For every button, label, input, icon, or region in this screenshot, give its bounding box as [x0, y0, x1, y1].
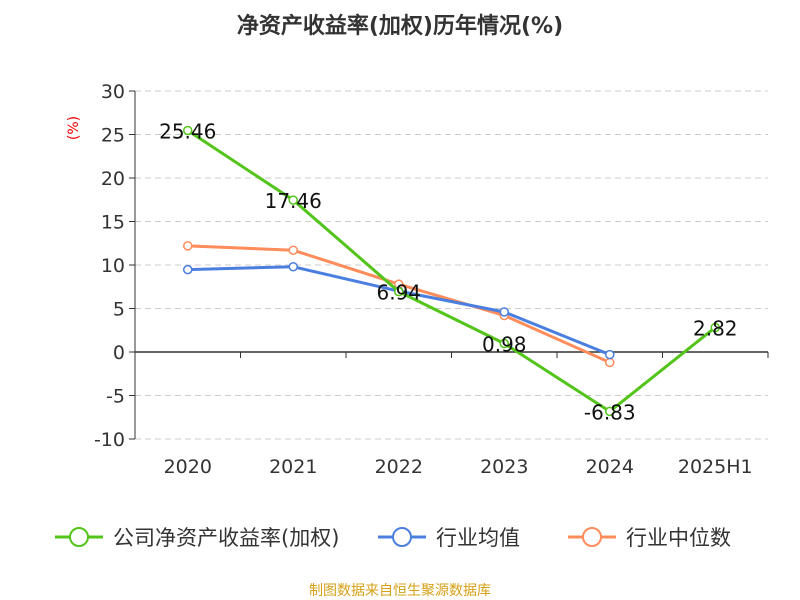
- y-tick-label: 25: [101, 125, 125, 147]
- data-label: 25.46: [159, 119, 216, 143]
- x-tick-label: 2021: [269, 456, 317, 478]
- data-point: [183, 264, 193, 275]
- data-point: [183, 125, 193, 136]
- chart-title: 净资产收益率(加权)历年情况(%): [237, 13, 563, 39]
- x-tick-label: 2023: [480, 456, 528, 478]
- data-point: [288, 261, 298, 272]
- legend-marker-icon: [69, 527, 89, 547]
- data-label: 6.94: [376, 281, 421, 305]
- legend-item[interactable]: 行业均值: [378, 526, 520, 550]
- data-point: [288, 245, 298, 255]
- data-label: -6.83: [584, 400, 636, 424]
- y-tick-label: 10: [101, 255, 125, 277]
- legend-marker-icon: [582, 527, 602, 547]
- legend-item[interactable]: 公司净资产收益率(加权): [55, 526, 339, 550]
- data-point: [605, 349, 615, 360]
- x-tick-label: 2020: [164, 456, 212, 478]
- data-label: 17.46: [265, 189, 322, 213]
- legend-label: 行业均值: [436, 526, 520, 550]
- legend-label: 行业中位数: [626, 526, 731, 550]
- x-tick-label: 2025H1: [678, 456, 753, 478]
- series-line: [186, 129, 717, 414]
- source-footnote: 制图数据来自恒生聚源数据库: [309, 583, 491, 599]
- data-point: [288, 195, 298, 205]
- y-tick-label: -10: [94, 429, 125, 451]
- legend-marker-icon: [392, 527, 412, 547]
- data-point: [605, 406, 615, 417]
- y-axis-unit: (%): [66, 116, 82, 140]
- data-point: [499, 338, 509, 349]
- y-tick-label: -5: [106, 386, 125, 408]
- data-point: [605, 357, 615, 368]
- data-point: [394, 286, 404, 297]
- legend-item[interactable]: 行业中位数: [568, 526, 731, 550]
- y-tick-label: 20: [101, 168, 125, 190]
- y-tick-label: 15: [101, 212, 125, 234]
- x-tick-label: 2024: [586, 456, 634, 478]
- y-tick-label: 5: [113, 299, 125, 321]
- data-label: 2.82: [693, 316, 738, 340]
- data-point: [499, 307, 509, 317]
- y-tick-label: 0: [113, 342, 125, 364]
- legend-label: 公司净资产收益率(加权): [113, 526, 339, 550]
- y-tick-label: 30: [101, 81, 125, 103]
- data-point: [710, 322, 720, 333]
- data-label: 0.98: [482, 332, 527, 356]
- data-point: [183, 241, 193, 251]
- x-tick-label: 2022: [375, 456, 423, 478]
